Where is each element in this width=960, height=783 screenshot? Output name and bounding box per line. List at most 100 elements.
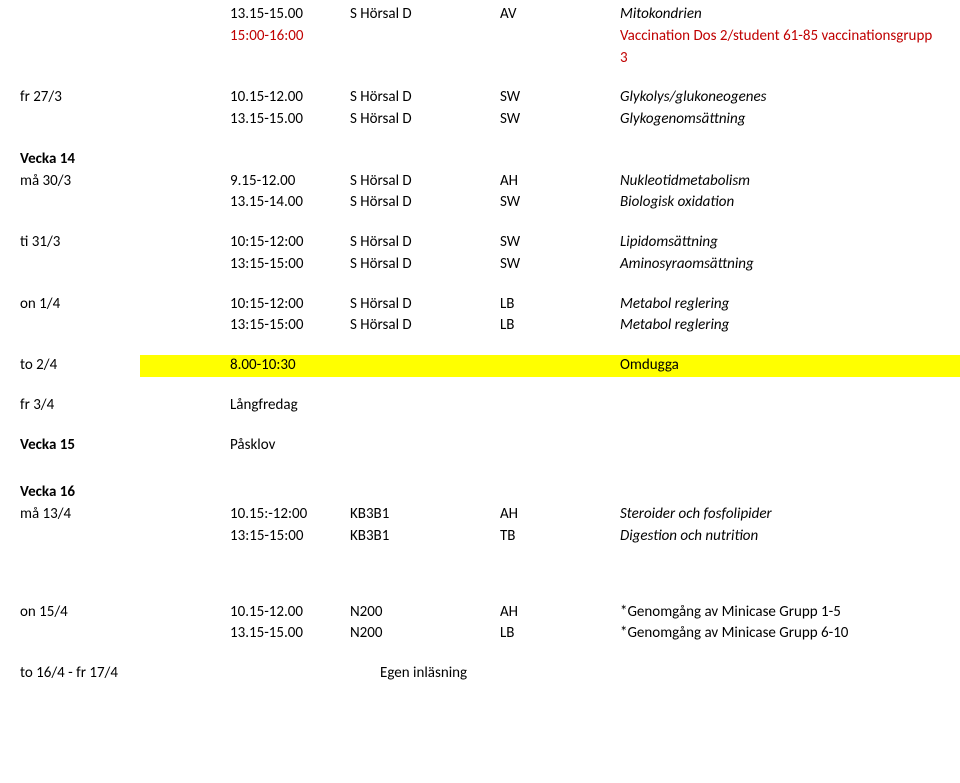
room-cell: S Hörsal D — [350, 192, 500, 214]
week-header: Vecka 16 — [0, 482, 960, 504]
time-cell: 13.15-15.00 — [140, 623, 350, 645]
room-cell: S Hörsal D — [350, 171, 500, 193]
topic-cell: Metabol reglering — [620, 315, 942, 337]
time-cell: 13.15-14.00 — [140, 192, 350, 214]
initials-cell: LB — [500, 315, 620, 337]
schedule-row: 13:15-15:00 S Hörsal D SW Aminosyraomsät… — [0, 254, 960, 276]
time-cell: Långfredag — [140, 395, 350, 417]
room-cell: KB3B1 — [350, 504, 500, 526]
time-cell: 13.15-15.00 — [140, 4, 350, 26]
week-header: Vecka 15 Påsklov — [0, 435, 960, 457]
room-cell: N200 — [350, 602, 500, 624]
spacer — [0, 131, 960, 149]
week-label: Vecka 14 — [0, 149, 140, 171]
spacer — [0, 276, 960, 294]
initials-cell: SW — [500, 254, 620, 276]
room-cell: S Hörsal D — [350, 294, 500, 316]
time-cell: 10.15-12.00 — [140, 87, 350, 109]
time-cell: 10.15:-12:00 — [140, 504, 350, 526]
initials-cell: TB — [500, 526, 620, 548]
schedule-page: 13.15-15.00 S Hörsal D AV Mitokondrien 1… — [0, 0, 960, 783]
schedule-row: 13.15-15.00 S Hörsal D SW Glykogenomsätt… — [0, 109, 960, 131]
date-cell: fr 3/4 — [0, 395, 140, 417]
schedule-row: to 16/4 - fr 17/4 Egen inläsning — [0, 663, 960, 685]
schedule-row: fr 27/3 10.15-12.00 S Hörsal D SW Glykol… — [0, 87, 960, 109]
room-cell: S Hörsal D — [350, 4, 500, 26]
time-cell: 10.15-12.00 — [140, 602, 350, 624]
time-cell: 10:15-12:00 — [140, 294, 350, 316]
topic-cell: Mitokondrien — [620, 4, 942, 26]
schedule-row-highlighted: 15:00-16:00 Vaccination Dos 2/student 61… — [0, 26, 960, 70]
schedule-row: 13:15-15:00 KB3B1 TB Digestion och nutri… — [0, 526, 960, 548]
spacer — [0, 645, 960, 663]
initials-cell: SW — [500, 192, 620, 214]
initials-cell: LB — [500, 623, 620, 645]
room-cell: S Hörsal D — [350, 87, 500, 109]
schedule-row: 13.15-15.00 S Hörsal D AV Mitokondrien — [0, 4, 960, 26]
topic-cell: Metabol reglering — [620, 294, 942, 316]
week-label: Vecka 16 — [0, 482, 140, 504]
spacer — [0, 417, 960, 435]
date-cell: ti 31/3 — [0, 232, 140, 254]
time-cell: 13:15-15:00 — [140, 254, 350, 276]
spacer — [0, 214, 960, 232]
topic-cell: Biologisk oxidation — [620, 192, 942, 214]
schedule-row: må 30/3 9.15-12.00 S Hörsal D AH Nukleot… — [0, 171, 960, 193]
date-cell: to 2/4 — [0, 355, 140, 377]
time-cell: 13:15-15:00 — [140, 526, 350, 548]
schedule-row: fr 3/4 Långfredag — [0, 395, 960, 417]
topic-cell: *Genomgång av Minicase Grupp 6-10 — [620, 623, 942, 645]
initials-cell: AH — [500, 171, 620, 193]
spacer — [0, 377, 960, 395]
topic-cell: Steroider och fosfolipider — [620, 504, 942, 526]
date-cell: fr 27/3 — [0, 87, 140, 109]
schedule-row: on 1/4 10:15-12:00 S Hörsal D LB Metabol… — [0, 294, 960, 316]
topic-cell: Glykogenomsättning — [620, 109, 942, 131]
schedule-row: 13.15-15.00 N200 LB *Genomgång av Minica… — [0, 623, 960, 645]
schedule-row: må 13/4 10.15:-12:00 KB3B1 AH Steroider … — [0, 504, 960, 526]
spacer — [0, 69, 960, 87]
date-cell: on 15/4 — [0, 602, 140, 624]
topic-cell: Vaccination Dos 2/student 61-85 vaccinat… — [620, 26, 942, 70]
room-cell: KB3B1 — [350, 526, 500, 548]
spacer — [0, 548, 960, 584]
spacer — [0, 584, 960, 602]
week-label: Vecka 15 — [0, 435, 140, 457]
time-cell: 15:00-16:00 — [140, 26, 350, 48]
initials-cell: SW — [500, 87, 620, 109]
topic-cell: Omdugga — [620, 355, 942, 377]
date-cell: to 16/4 - fr 17/4 — [0, 663, 140, 685]
schedule-row-omdugga: to 2/4 8.00-10:30 Omdugga — [0, 355, 960, 377]
topic-cell: Nukleotidmetabolism — [620, 171, 942, 193]
topic-cell: Glykolys/glukoneogenes — [620, 87, 942, 109]
initials-cell: LB — [500, 294, 620, 316]
initials-cell: AV — [500, 4, 620, 26]
time-cell: 13.15-15.00 — [140, 109, 350, 131]
schedule-row: ti 31/3 10:15-12:00 S Hörsal D SW Lipido… — [0, 232, 960, 254]
time-cell: 8.00-10:30 — [140, 355, 350, 377]
initials-cell: AH — [500, 504, 620, 526]
date-cell: on 1/4 — [0, 294, 140, 316]
time-cell: 9.15-12.00 — [140, 171, 350, 193]
schedule-row: 13:15-15:00 S Hörsal D LB Metabol regler… — [0, 315, 960, 337]
room-cell: S Hörsal D — [350, 109, 500, 131]
week-header: Vecka 14 — [0, 149, 960, 171]
topic-cell: Aminosyraomsättning — [620, 254, 942, 276]
room-cell: S Hörsal D — [350, 254, 500, 276]
spacer — [0, 456, 960, 482]
spacer — [0, 337, 960, 355]
room-cell: N200 — [350, 623, 500, 645]
date-cell: må 13/4 — [0, 504, 140, 526]
week-note: Påsklov — [140, 435, 350, 457]
topic-cell: *Genomgång av Minicase Grupp 1-5 — [620, 602, 942, 624]
initials-cell: SW — [500, 109, 620, 131]
room-cell: S Hörsal D — [350, 232, 500, 254]
topic-cell: Egen inläsning — [380, 663, 942, 685]
schedule-row: 13.15-14.00 S Hörsal D SW Biologisk oxid… — [0, 192, 960, 214]
topic-cell: Lipidomsättning — [620, 232, 942, 254]
initials-cell: SW — [500, 232, 620, 254]
time-cell: 10:15-12:00 — [140, 232, 350, 254]
time-cell: 13:15-15:00 — [140, 315, 350, 337]
room-cell: S Hörsal D — [350, 315, 500, 337]
topic-cell: Digestion och nutrition — [620, 526, 942, 548]
